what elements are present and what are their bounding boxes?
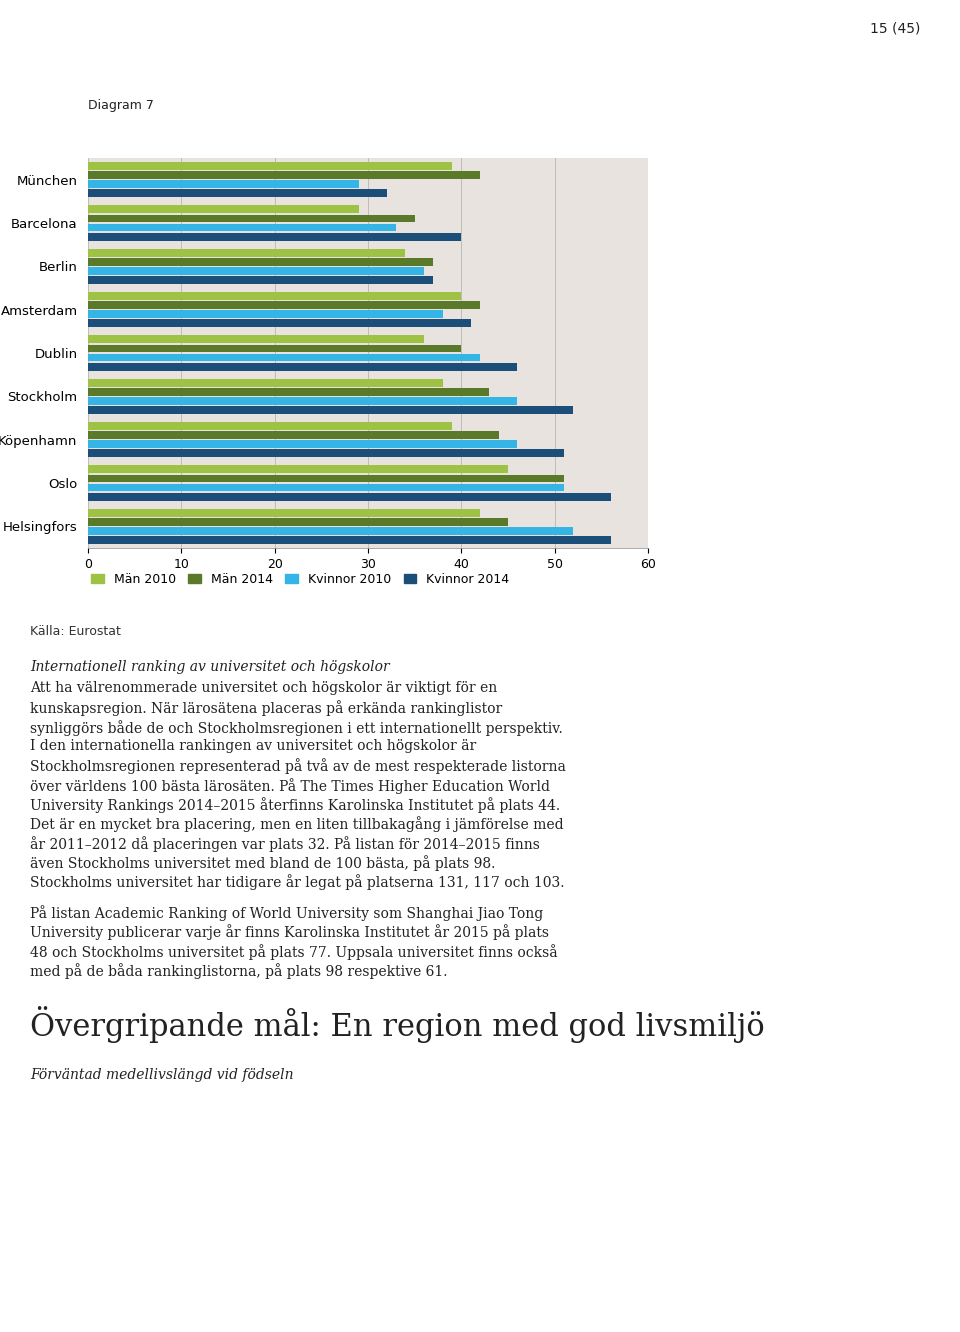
- Bar: [88, 320, 470, 328]
- Text: Stockholms universitet har tidigare år legat på platserna 131, 117 och 103.: Stockholms universitet har tidigare år l…: [30, 874, 564, 890]
- Text: år 2011–2012 då placeringen var plats 32. På listan för 2014–2015 finns: år 2011–2012 då placeringen var plats 32…: [30, 835, 540, 851]
- Bar: [88, 432, 498, 440]
- Bar: [88, 518, 508, 526]
- Text: Högskoleutbildade: Högskoleutbildade: [96, 137, 256, 152]
- Bar: [88, 388, 490, 396]
- Bar: [88, 449, 564, 457]
- Bar: [88, 292, 462, 300]
- Text: Stockholmsregionen representerad på två av de mest respekterade listorna: Stockholmsregionen representerad på två …: [30, 758, 565, 774]
- Text: University publicerar varje år finns Karolinska Institutet år 2015 på plats: University publicerar varje år finns Kar…: [30, 924, 549, 940]
- Text: Källa: Eurostat: Källa: Eurostat: [30, 625, 121, 638]
- Text: även Stockholms universitet med bland de 100 bästa, på plats 98.: även Stockholms universitet med bland de…: [30, 855, 495, 871]
- Text: Att ha välrenommerade universitet och högskolor är viktigt för en: Att ha välrenommerade universitet och hö…: [30, 681, 497, 695]
- Bar: [88, 493, 611, 501]
- Text: Internationell ranking av universitet och högskolor: Internationell ranking av universitet oc…: [30, 659, 390, 674]
- Bar: [88, 422, 452, 430]
- Bar: [88, 310, 443, 318]
- Bar: [88, 362, 517, 370]
- Bar: [88, 397, 517, 405]
- Bar: [88, 233, 462, 241]
- Text: synliggörs både de och Stockholmsregionen i ett internationellt perspektiv.: synliggörs både de och Stockholmsregione…: [30, 719, 563, 735]
- Text: Övergripande mål: En region med god livsmiljö: Övergripande mål: En region med god livs…: [30, 1006, 765, 1043]
- Bar: [88, 266, 424, 274]
- Bar: [88, 258, 433, 265]
- Text: På listan Academic Ranking of World University som Shanghai Jiao Tong: På listan Academic Ranking of World Univ…: [30, 906, 543, 922]
- Text: Diagram 7: Diagram 7: [88, 99, 154, 112]
- Bar: [88, 189, 387, 197]
- Text: Förväntad medellivslängd vid födseln: Förväntad medellivslängd vid födseln: [30, 1067, 294, 1082]
- Bar: [88, 163, 452, 170]
- Bar: [88, 276, 433, 284]
- Text: 48 och Stockholms universitet på plats 77. Uppsala universitet finns också: 48 och Stockholms universitet på plats 7…: [30, 944, 558, 960]
- Bar: [88, 336, 424, 344]
- Bar: [88, 378, 443, 386]
- Text: kunskapsregion. När lärosätena placeras på erkända rankinglistor: kunskapsregion. När lärosätena placeras …: [30, 701, 502, 717]
- Text: University Rankings 2014–2015 återfinns Karolinska Institutet på plats 44.: University Rankings 2014–2015 återfinns …: [30, 797, 560, 813]
- Legend: Män 2010, Män 2014, Kvinnor 2010, Kvinnor 2014: Män 2010, Män 2014, Kvinnor 2010, Kvinno…: [86, 567, 515, 591]
- Text: Det är en mycket bra placering, men en liten tillbakagång i jämförelse med: Det är en mycket bra placering, men en l…: [30, 817, 564, 832]
- Bar: [88, 484, 564, 492]
- Text: med på de båda rankinglistorna, på plats 98 respektive 61.: med på de båda rankinglistorna, på plats…: [30, 963, 447, 979]
- Bar: [88, 172, 480, 178]
- Bar: [88, 465, 508, 473]
- Bar: [88, 474, 564, 482]
- Bar: [88, 441, 517, 448]
- Bar: [88, 345, 462, 353]
- Bar: [88, 205, 359, 213]
- Text: över världens 100 bästa lärosäten. På The Times Higher Education World: över världens 100 bästa lärosäten. På Th…: [30, 778, 550, 794]
- Text: I den internationella rankingen av universitet och högskolor är: I den internationella rankingen av unive…: [30, 739, 476, 753]
- Bar: [88, 301, 480, 309]
- Bar: [88, 180, 359, 188]
- Bar: [88, 406, 573, 414]
- Bar: [88, 214, 415, 222]
- Bar: [88, 249, 405, 257]
- Bar: [88, 354, 480, 361]
- Text: 15 (45): 15 (45): [870, 23, 920, 36]
- Bar: [88, 224, 396, 232]
- Bar: [88, 509, 480, 517]
- Bar: [88, 527, 573, 534]
- Bar: [88, 535, 611, 543]
